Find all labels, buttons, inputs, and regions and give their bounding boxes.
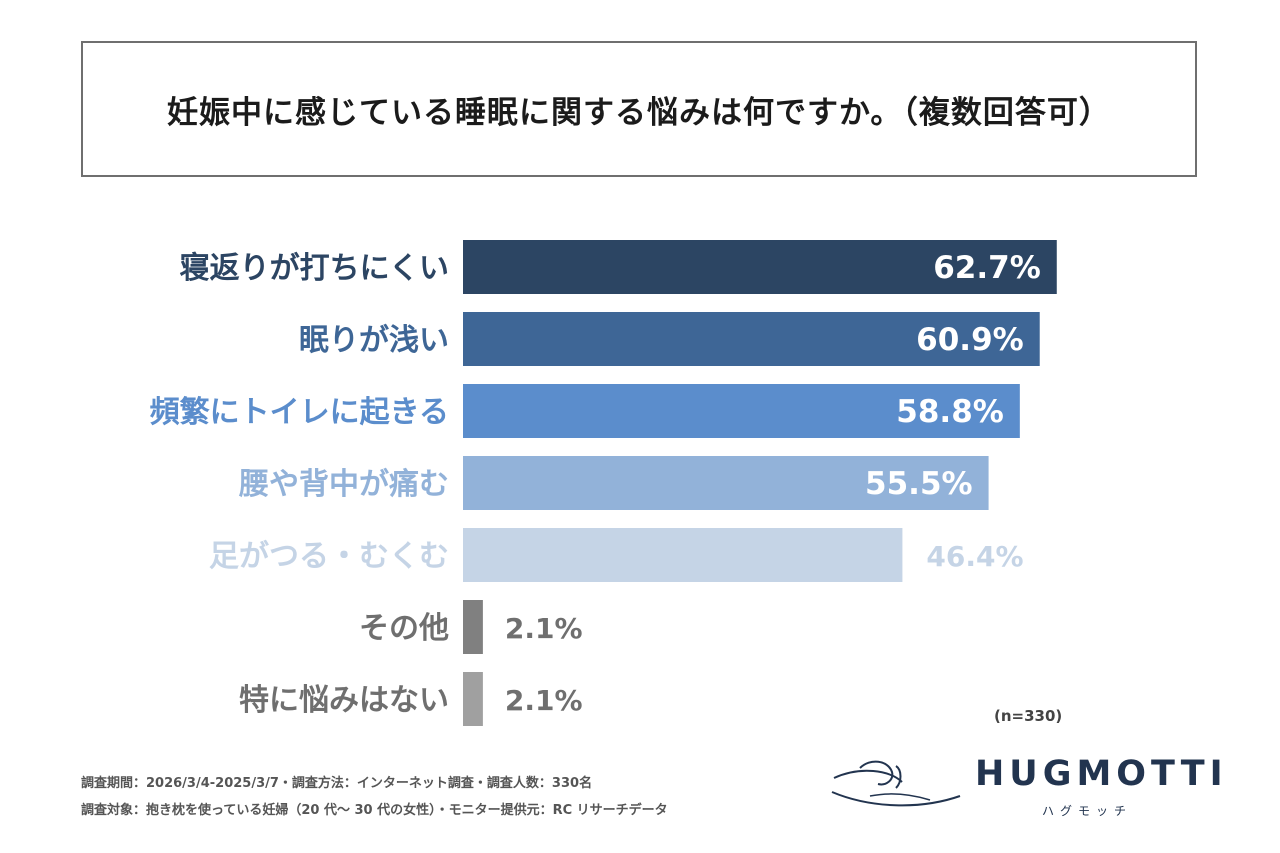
bar-7 (463, 672, 483, 726)
category-label-6: その他 (359, 611, 449, 646)
survey-period-note: 調査期間：2026/3/4-2025/3/7・調査方法：インターネット調査・調査… (81, 772, 592, 791)
sample-size-note: (n=330) (994, 707, 1062, 725)
brand-kana: ハグモッチ (1042, 802, 1132, 819)
value-label-4: 55.5% (865, 466, 973, 502)
survey-target-note: 調査対象：抱き枕を使っている妊婦（20 代〜 30 代の女性）・モニター提供元：… (81, 799, 668, 818)
value-label-6: 2.1% (505, 612, 583, 645)
category-label-5: 足がつる・むくむ (209, 539, 449, 574)
bar-6 (463, 600, 483, 654)
category-label-1: 寝返りが打ちにくい (180, 251, 449, 286)
value-label-1: 62.7% (933, 250, 1041, 286)
brand-name: HUGMOTTI (975, 754, 1228, 794)
bar-chart: 寝返りが打ちにくい 62.7% 眠りが浅い 60.9% 頻繁にトイレに起きる 58.8% 腰… (0, 0, 1280, 740)
category-label-4: 腰や背中が痛む (239, 467, 449, 502)
sleeping-person-icon (830, 756, 965, 816)
value-label-3: 58.8% (896, 394, 1004, 430)
category-label-2: 眠りが浅い (299, 323, 449, 358)
value-label-5: 46.4% (926, 540, 1023, 573)
category-label-3: 頻繁にトイレに起きる (150, 395, 449, 430)
value-label-2: 60.9% (916, 322, 1024, 358)
value-label-7: 2.1% (505, 684, 583, 717)
bar-5 (463, 528, 902, 582)
category-label-7: 特に悩みはない (239, 683, 449, 718)
